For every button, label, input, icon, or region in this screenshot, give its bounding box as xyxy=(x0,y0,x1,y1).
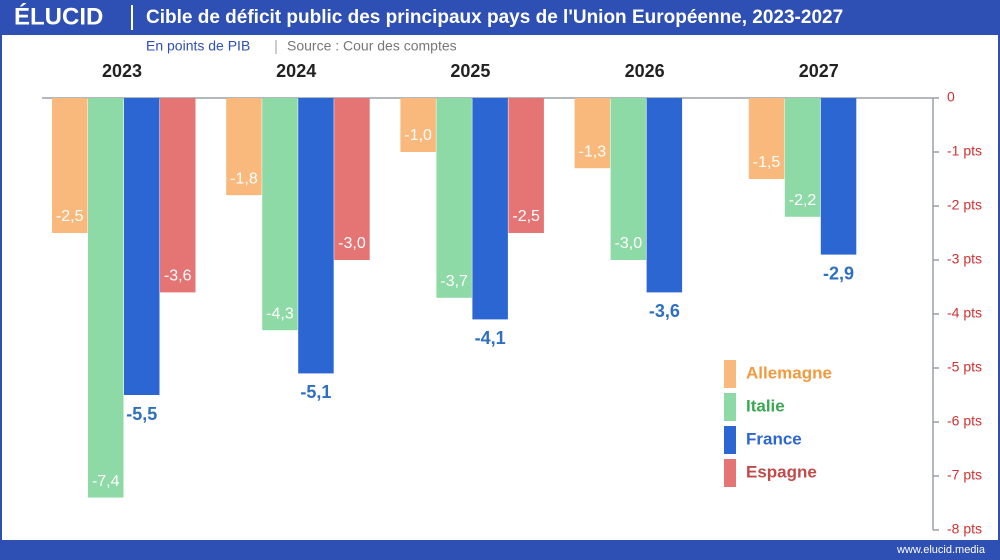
bar xyxy=(160,98,196,293)
y-tick-label: -1 pts xyxy=(947,143,982,159)
value-label: -3,0 xyxy=(615,235,643,252)
y-tick-label: -2 pts xyxy=(947,197,982,213)
bar xyxy=(472,98,508,320)
value-label: -3,6 xyxy=(164,268,192,285)
bar xyxy=(610,98,647,260)
website: www.elucid.media xyxy=(896,544,986,556)
value-label: -3,7 xyxy=(440,273,468,290)
brand: ÉLUCID xyxy=(14,2,103,30)
value-label: -3,6 xyxy=(649,301,680,321)
bar xyxy=(400,98,436,152)
legend-swatch xyxy=(724,459,736,487)
legend-swatch xyxy=(724,393,736,421)
header-bar xyxy=(0,0,1000,35)
bar xyxy=(298,98,334,374)
value-label: -5,1 xyxy=(300,382,331,402)
bar xyxy=(52,98,88,233)
value-label: -2,9 xyxy=(823,263,854,283)
bar xyxy=(574,98,611,169)
legend-label: France xyxy=(746,429,802,448)
value-label: -1,3 xyxy=(579,143,607,160)
y-tick-label: -3 pts xyxy=(947,251,982,267)
footer-bar xyxy=(0,540,1000,560)
bar xyxy=(124,98,160,395)
value-label: -4,3 xyxy=(266,305,294,322)
legend-swatch xyxy=(724,360,736,388)
y-tick-label: -4 pts xyxy=(947,305,982,321)
y-tick-label: -6 pts xyxy=(947,413,982,429)
bar xyxy=(748,98,785,179)
bar xyxy=(262,98,298,331)
y-tick-label: -7 pts xyxy=(947,467,982,483)
value-label: -1,8 xyxy=(230,170,258,187)
y-tick-label: -8 pts xyxy=(947,521,982,537)
bar xyxy=(820,98,857,255)
value-label: -2,5 xyxy=(512,208,540,225)
x-tick-label: 2025 xyxy=(450,61,490,81)
value-label: -7,4 xyxy=(92,473,120,490)
value-label: -1,0 xyxy=(404,127,432,144)
bar xyxy=(646,98,683,293)
bar xyxy=(88,98,124,498)
x-tick-label: 2023 xyxy=(102,61,142,81)
legend-label: Espagne xyxy=(746,462,817,481)
value-label: -3,0 xyxy=(338,235,366,252)
value-label: -2,2 xyxy=(789,192,817,209)
bar xyxy=(508,98,544,233)
legend-swatch xyxy=(724,426,736,454)
value-label: -1,5 xyxy=(753,154,781,171)
subtitle: En points de PIB xyxy=(146,38,250,54)
bar xyxy=(334,98,370,260)
value-label: -5,5 xyxy=(126,404,157,424)
bar xyxy=(436,98,472,298)
x-tick-label: 2027 xyxy=(799,61,839,81)
value-label: -4,1 xyxy=(475,328,506,348)
chart-title: Cible de déficit public des principaux p… xyxy=(146,7,843,28)
legend-label: Italie xyxy=(746,396,785,415)
legend-label: Allemagne xyxy=(746,363,832,382)
source: Source : Cour des comptes xyxy=(287,38,457,54)
x-tick-label: 2024 xyxy=(276,61,316,81)
bar xyxy=(226,98,262,196)
x-tick-label: 2026 xyxy=(625,61,665,81)
value-label: -2,5 xyxy=(56,208,84,225)
y-tick-label: 0 xyxy=(947,89,955,105)
bar xyxy=(784,98,821,217)
y-tick-label: -5 pts xyxy=(947,359,982,375)
